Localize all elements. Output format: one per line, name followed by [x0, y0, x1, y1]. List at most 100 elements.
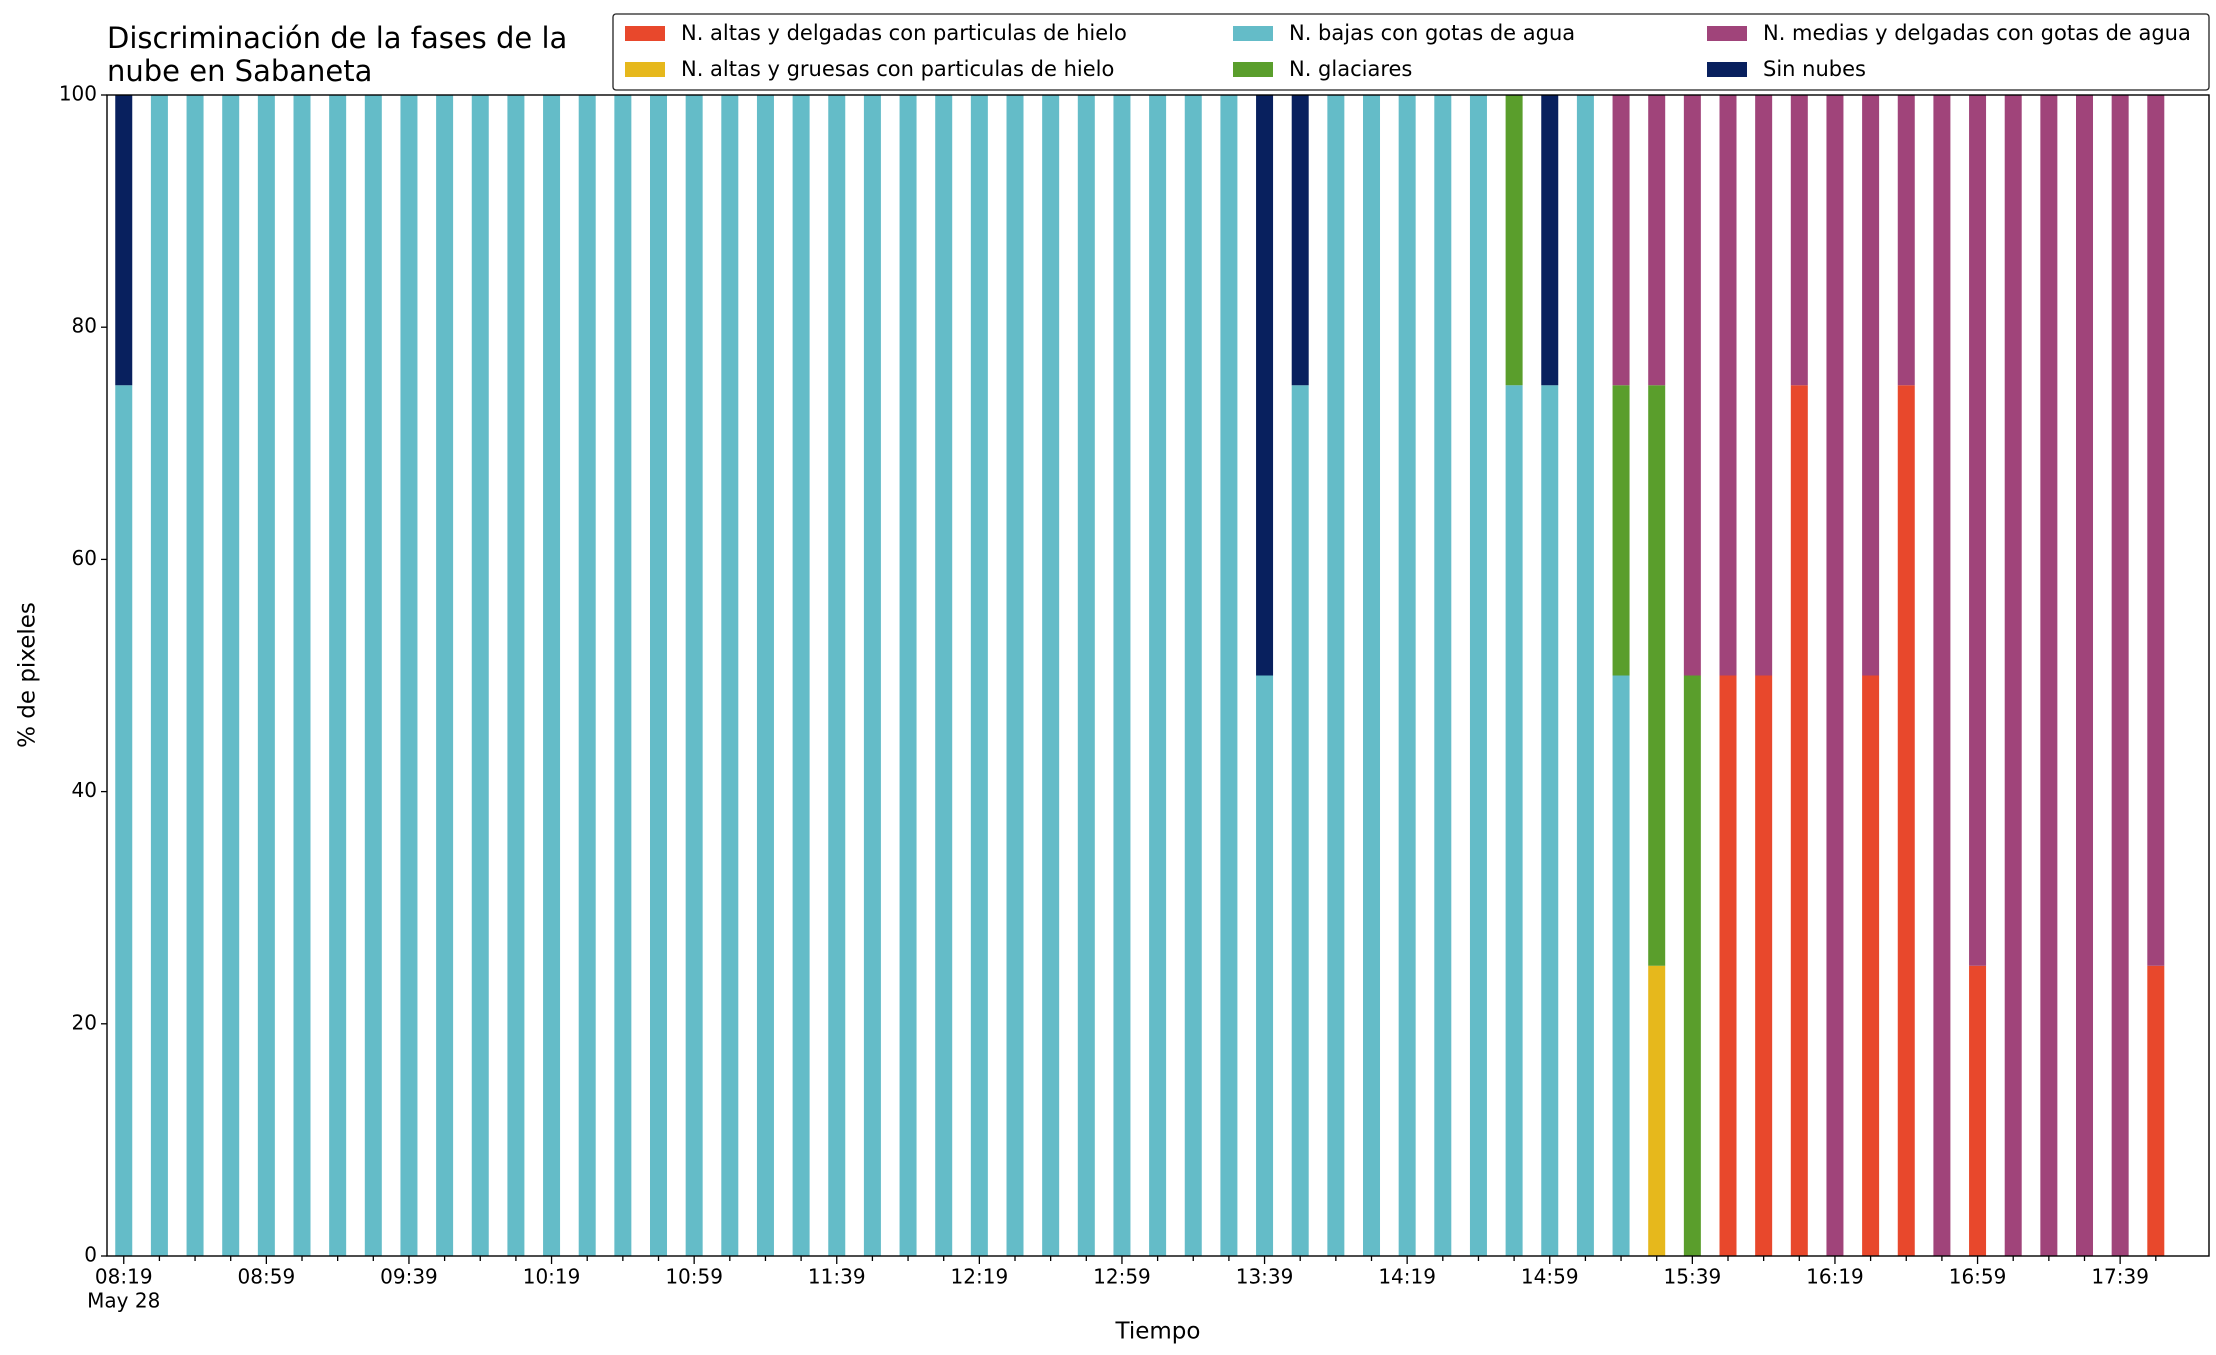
bar-segment: [1256, 95, 1274, 676]
bar-segment: [2147, 95, 2165, 966]
bar-segment: [1897, 95, 1915, 386]
bar-segment: [115, 95, 133, 386]
bar-segment: [2147, 965, 2165, 1256]
bar-segment: [1862, 95, 1880, 676]
legend-swatch: [1233, 62, 1273, 77]
bar-segment: [756, 95, 774, 1256]
bar-segment: [2076, 95, 2094, 1256]
bar-segment: [970, 95, 988, 1256]
bar-segment: [400, 95, 418, 1256]
x-tick-label: 10:19: [523, 1265, 581, 1289]
legend-label: N. altas y delgadas con particulas de hi…: [681, 21, 1127, 45]
bar-segment: [1006, 95, 1024, 1256]
bar-segment: [1826, 95, 1844, 1256]
bar-segment: [2004, 95, 2022, 1256]
bar-segment: [364, 95, 382, 1256]
x-tick-label: 10:59: [665, 1265, 723, 1289]
bar-segment: [685, 95, 703, 1256]
bar-segment: [1969, 965, 1987, 1256]
bar-segment: [1077, 95, 1095, 1256]
bar-segment: [721, 95, 739, 1256]
legend-box: [612, 13, 2210, 91]
y-tick-label: 60: [72, 546, 97, 570]
x-tick-label: 11:39: [808, 1265, 866, 1289]
bar-segment: [1256, 675, 1274, 1256]
bar-segment: [257, 95, 275, 1256]
bar-segment: [1612, 385, 1630, 676]
bar-segment: [1755, 95, 1773, 676]
x-tick-label: 13:39: [1236, 1265, 1294, 1289]
bar-segment: [1220, 95, 1238, 1256]
bar-segment: [329, 95, 347, 1256]
bar-segment: [1434, 95, 1452, 1256]
x-tick-label: 08:59: [238, 1265, 296, 1289]
bar-segment: [1933, 95, 1951, 1256]
x-tick-label: 12:59: [1093, 1265, 1151, 1289]
bar-segment: [1719, 95, 1737, 676]
x-tick-label: 14:59: [1521, 1265, 1579, 1289]
chart-title: Discriminación de la fases de la nube en…: [107, 21, 568, 88]
bar-segment: [1648, 385, 1666, 966]
bar-segment: [150, 95, 168, 1256]
legend-swatch: [1707, 26, 1747, 41]
x-tick-label: 15:39: [1664, 1265, 1722, 1289]
bar-segment: [1291, 95, 1309, 386]
bar-segment: [614, 95, 632, 1256]
x-tick-label: 12:19: [951, 1265, 1009, 1289]
y-tick-label: 40: [72, 778, 97, 802]
y-axis-label: % de pixeles: [15, 602, 41, 748]
bar-segment: [1648, 95, 1666, 386]
bar-segment: [1505, 95, 1523, 386]
bar-segment: [1469, 95, 1487, 1256]
bar-segment: [1113, 95, 1131, 1256]
bar-segment: [1291, 385, 1309, 1256]
bar-segment: [1612, 95, 1630, 386]
bar-segment: [293, 95, 311, 1256]
bar-segment: [1149, 95, 1167, 1256]
bar-segment: [1862, 675, 1880, 1256]
legend-label: N. altas y gruesas con particulas de hie…: [681, 57, 1114, 81]
bar-segment: [1683, 95, 1701, 676]
bar-segment: [935, 95, 953, 1256]
x-tick-label: 08:19: [95, 1265, 153, 1289]
y-tick-label: 80: [72, 314, 97, 338]
bar-segment: [650, 95, 668, 1256]
bar-segment: [2040, 95, 2058, 1256]
x-sublabel: May 28: [87, 1289, 160, 1313]
bar-segment: [1541, 95, 1559, 386]
bar-segment: [1042, 95, 1060, 1256]
bar-segment: [186, 95, 204, 1256]
legend-swatch: [625, 62, 665, 77]
legend-label: N. medias y delgadas con gotas de agua: [1763, 21, 2191, 45]
bar-segment: [1969, 95, 1987, 966]
x-tick-label: 17:39: [2091, 1265, 2149, 1289]
bar-segment: [1755, 675, 1773, 1256]
legend-label: Sin nubes: [1763, 57, 1866, 81]
x-axis-label: Tiempo: [1115, 1319, 1201, 1345]
bar-segment: [1897, 385, 1915, 1256]
bar-segment: [543, 95, 561, 1256]
x-tick-label: 14:19: [1378, 1265, 1436, 1289]
x-tick-label: 16:59: [1949, 1265, 2007, 1289]
legend-label: N. glaciares: [1289, 57, 1412, 81]
bar-segment: [1612, 675, 1630, 1256]
bar-segment: [1541, 385, 1559, 1256]
bar-segment: [1505, 385, 1523, 1256]
bar-segment: [471, 95, 489, 1256]
bar-segment: [1790, 385, 1808, 1256]
bar-segment: [1790, 95, 1808, 386]
legend-swatch: [625, 26, 665, 41]
x-tick-label: 16:19: [1806, 1265, 1864, 1289]
bar-segment: [1648, 965, 1666, 1256]
bar-segment: [115, 385, 133, 1256]
bar-segment: [899, 95, 917, 1256]
bar-segment: [1327, 95, 1345, 1256]
legend-swatch: [1233, 26, 1273, 41]
bar-segment: [2111, 95, 2129, 1256]
legend-swatch: [1707, 62, 1747, 77]
bar-segment: [1363, 95, 1381, 1256]
bar-segment: [222, 95, 240, 1256]
y-tick-label: 0: [84, 1243, 97, 1267]
